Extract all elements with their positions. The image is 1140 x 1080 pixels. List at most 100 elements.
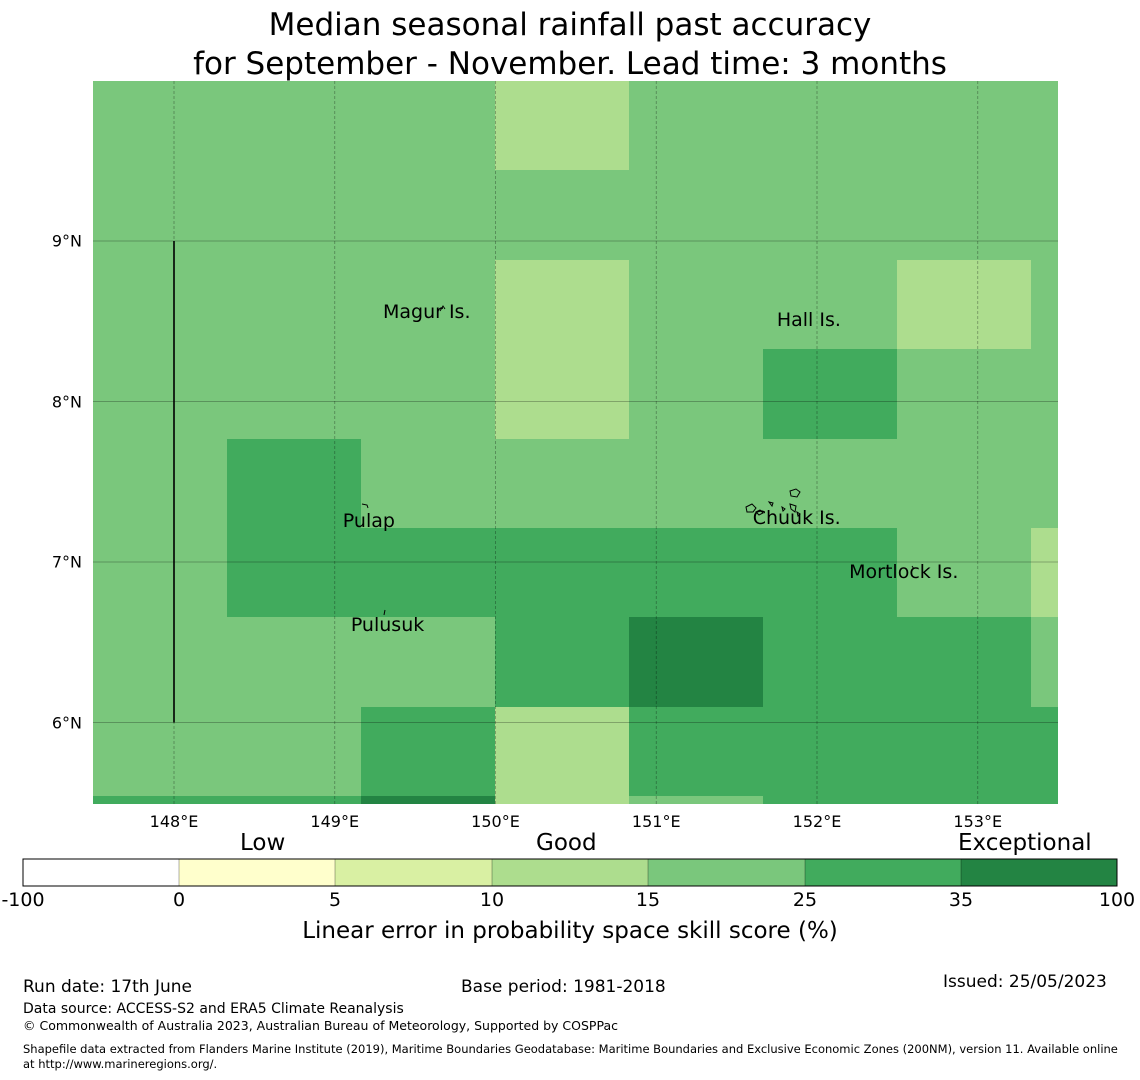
grid-cell: [1031, 796, 1058, 804]
grid-cell: [495, 439, 629, 528]
grid-cell: [495, 617, 629, 707]
colorbar-segment: [648, 859, 805, 886]
island-outline: [789, 503, 797, 513]
latitude-label: 7°N: [51, 552, 82, 572]
grid-cell: [495, 170, 629, 260]
grid-cell: [227, 617, 361, 707]
grid-cell: [227, 81, 361, 170]
grid-cell: [1031, 617, 1058, 707]
copyright-notice: © Commonwealth of Australia 2023, Austra…: [23, 1018, 618, 1033]
grid-cell: [361, 439, 495, 528]
colorbar-segment: [335, 859, 492, 886]
category-good-label: Good: [536, 830, 597, 856]
category-low-label: Low: [240, 830, 286, 856]
grid-cell: [227, 528, 361, 617]
grid-cell: [897, 707, 1031, 796]
latitude-label: 8°N: [51, 392, 82, 411]
colorbar-segment: [492, 859, 648, 886]
latitude-label: 9°N: [51, 231, 82, 251]
grid-cell: [629, 170, 763, 260]
grid-cell: [495, 260, 629, 349]
grid-cell: [1031, 528, 1058, 617]
grid-cell: [629, 260, 763, 349]
colorbar-tick-label: 15: [635, 889, 661, 911]
skill-score-grid: [93, 81, 1058, 804]
colorbar-segment: [805, 859, 961, 886]
grid-cell: [629, 528, 763, 617]
longitude-label: 153°E: [953, 812, 1003, 831]
run-date: Run date: 17th June: [23, 977, 192, 997]
grid-cell: [93, 528, 227, 617]
grid-cell: [629, 796, 763, 804]
colorbar-tick-label: 100: [1098, 889, 1136, 911]
grid-cell: [763, 349, 897, 439]
grid-cell: [495, 528, 629, 617]
grid-cell: [1031, 349, 1058, 439]
latitude-label: 6°N: [51, 713, 82, 732]
grid-cell: [1031, 439, 1058, 528]
place-label: Mortlock Is.: [849, 561, 959, 584]
place-label: Pulap: [342, 509, 395, 532]
colorbar-segment: [179, 859, 335, 886]
colorbar-tick-label: 25: [792, 889, 818, 911]
grid-cell: [629, 617, 763, 707]
grid-cell: [93, 439, 227, 528]
grid-cell: [1031, 260, 1058, 349]
colorbar-tick-label: 5: [328, 889, 342, 911]
grid-cell: [763, 170, 897, 260]
island-outline: [755, 509, 764, 516]
grid-cell: [897, 349, 1031, 439]
grid-cell: [763, 260, 897, 349]
grid-cell: [227, 260, 361, 349]
grid-cell: [93, 796, 227, 804]
place-label: Pulusuk: [350, 614, 425, 637]
grid-cell: [763, 796, 897, 804]
longitude-label: 148°E: [149, 812, 199, 831]
place-label: Magur Is.: [382, 301, 471, 324]
grid-cell: [897, 170, 1031, 260]
island-outline: [911, 565, 915, 570]
grid-cell: [93, 707, 227, 796]
grid-cell: [361, 81, 495, 170]
grid-cell: [763, 528, 897, 617]
category-exceptional-label: Exceptional: [958, 830, 1092, 856]
grid-cell: [361, 260, 495, 349]
grid-cell: [897, 796, 1031, 804]
grid-cell: [361, 528, 495, 617]
base-period: Base period: 1981-2018: [461, 977, 666, 997]
grid-cell: [495, 81, 629, 170]
longitude-label: 152°E: [792, 812, 842, 831]
grid-cell: [495, 707, 629, 796]
grid-cell: [227, 170, 361, 260]
grid-cell: [629, 81, 763, 170]
colorbar-tick-label: 10: [479, 889, 505, 911]
colorbar-axis-label: Linear error in probability space skill …: [302, 918, 838, 944]
island-outline: [383, 609, 386, 616]
colorbar-tick-label: 35: [948, 889, 974, 911]
colorbar: [22, 858, 1118, 887]
grid-cell: [763, 617, 897, 707]
island-outline: [361, 503, 369, 509]
island-outline: [796, 510, 801, 517]
grid-cell: [93, 170, 227, 260]
grid-cell: [897, 617, 1031, 707]
map-title-line-1: Median seasonal rainfall past accuracy: [268, 7, 872, 43]
grid-cell: [1031, 170, 1058, 260]
grid-cell: [495, 349, 629, 439]
grid-cell: [93, 81, 227, 170]
grid-cell: [93, 349, 227, 439]
island-outline: [439, 305, 446, 312]
colorbar-segment: [23, 859, 179, 886]
grid-cell: [93, 260, 227, 349]
colorbar-tick-label: 0: [172, 889, 186, 911]
grid-cell: [93, 617, 227, 707]
colorbar-segment: [961, 859, 1117, 886]
grid-cell: [629, 349, 763, 439]
place-label: Chuuk Is.: [752, 506, 841, 529]
grid-cell: [361, 707, 495, 796]
grid-cell: [629, 707, 763, 796]
island-outline: [781, 505, 786, 512]
grid-cell: [361, 349, 495, 439]
colorbar-tick-label: -100: [1, 889, 45, 911]
grid-cell: [897, 528, 1031, 617]
